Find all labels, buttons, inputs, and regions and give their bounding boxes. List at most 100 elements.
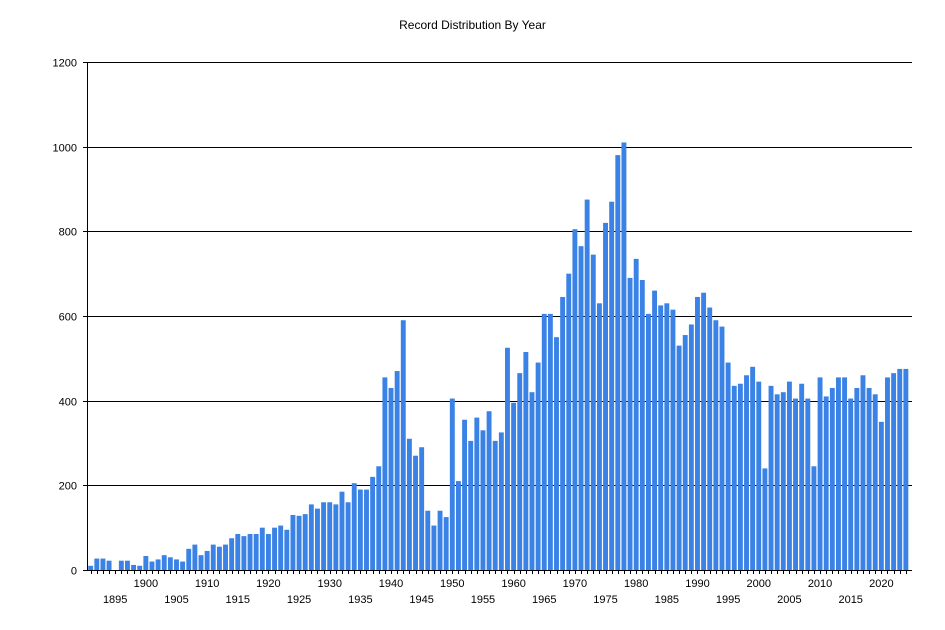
bar-2000	[756, 381, 762, 570]
bar-1968	[560, 296, 566, 570]
x-tick-label: 1960	[501, 578, 525, 590]
bar-2023	[897, 368, 903, 570]
bar-1919	[259, 527, 265, 570]
bars	[88, 142, 909, 571]
x-tick-label: 1985	[655, 594, 679, 606]
bar-2003	[774, 394, 780, 570]
bar-1928	[315, 508, 320, 570]
bar-1987	[676, 345, 682, 570]
y-tick-label: 200	[59, 481, 77, 493]
bar-1915	[235, 534, 241, 570]
bar-1998	[744, 375, 749, 570]
bar-1944	[413, 455, 418, 570]
bar-1981	[639, 280, 645, 570]
bar-1925	[296, 515, 302, 570]
bar-1986	[670, 309, 676, 570]
y-tick-label: 1200	[53, 58, 77, 70]
bar-1939	[382, 377, 388, 570]
x-tick-label: 1950	[440, 578, 464, 590]
bar-1929	[321, 502, 327, 570]
bar-1909	[198, 555, 204, 570]
bar-1917	[247, 534, 253, 570]
bar-2024	[903, 368, 909, 570]
x-tick-label: 1990	[685, 578, 709, 590]
bar-1952	[462, 419, 468, 570]
x-tick-label: 1970	[563, 578, 587, 590]
x-tick-label: 1920	[256, 578, 280, 590]
chart-title: Record Distribution By Year	[399, 18, 546, 32]
bar-1950	[449, 398, 455, 570]
y-tick-label: 400	[59, 397, 77, 409]
bar-1896	[118, 560, 124, 570]
x-tick-label: 2015	[838, 594, 862, 606]
x-tick-label: 1995	[716, 594, 740, 606]
bar-1899	[137, 565, 143, 570]
bar-1894	[106, 560, 112, 570]
bar-2021	[885, 377, 890, 570]
bar-2005	[786, 381, 792, 570]
bar-1923	[284, 529, 290, 570]
bar-1974	[596, 303, 602, 570]
bar-1937	[370, 476, 376, 570]
bar-1965	[541, 313, 547, 570]
bar-1971	[578, 246, 584, 570]
bar-2019	[872, 394, 878, 570]
bar-1930	[327, 502, 333, 570]
bar-1954	[474, 417, 480, 570]
bar-1960	[511, 402, 517, 570]
x-tick-label: 1910	[195, 578, 219, 590]
bar-1897	[125, 560, 130, 570]
bar-1959	[505, 347, 510, 570]
bar-1900	[143, 556, 149, 570]
bar-1996	[731, 385, 737, 570]
bar-1980	[633, 258, 639, 570]
bar-1966	[547, 313, 553, 570]
bar-1976	[609, 201, 615, 570]
bar-2004	[780, 392, 786, 570]
x-tick-label: 1905	[164, 594, 188, 606]
bar-1958	[498, 432, 504, 570]
y-tick-label: 0	[71, 566, 77, 578]
bar-2016	[854, 387, 860, 570]
x-tick-label: 2020	[869, 578, 893, 590]
bar-1990	[695, 296, 700, 570]
bar-1904	[167, 557, 173, 570]
bar-2014	[842, 377, 848, 570]
bar-1964	[535, 362, 541, 570]
bar-1893	[100, 558, 106, 570]
bar-1914	[229, 538, 235, 570]
bar-1992	[707, 307, 713, 570]
axes	[83, 62, 912, 574]
bar-1951	[455, 481, 461, 570]
bar-1908	[192, 544, 198, 570]
bar-2001	[762, 468, 768, 570]
bar-1912	[216, 546, 222, 570]
x-tick-label: 1955	[471, 594, 495, 606]
bar-2002	[768, 385, 774, 570]
bar-1892	[94, 558, 100, 570]
bar-2022	[891, 373, 897, 570]
bar-1926	[302, 514, 308, 570]
bar-1911	[210, 544, 216, 570]
bar-1891	[88, 565, 94, 570]
bar-1938	[376, 466, 382, 570]
bar-1969	[566, 273, 572, 570]
bar-1982	[645, 313, 651, 570]
bar-1999	[750, 366, 756, 570]
bar-1985	[664, 303, 670, 570]
bar-1936	[364, 489, 369, 570]
x-tick-label: 2005	[777, 594, 801, 606]
bar-1942	[400, 320, 406, 570]
x-tick-label: 2010	[808, 578, 832, 590]
bar-2017	[860, 375, 866, 570]
x-tick-label: 1900	[134, 578, 158, 590]
bar-1931	[333, 504, 339, 570]
x-tick-label: 1925	[287, 594, 311, 606]
bar-2011	[823, 396, 829, 570]
bar-1970	[572, 229, 578, 570]
bar-1916	[241, 536, 247, 570]
bar-2010	[817, 377, 823, 570]
bar-1920	[265, 534, 271, 570]
